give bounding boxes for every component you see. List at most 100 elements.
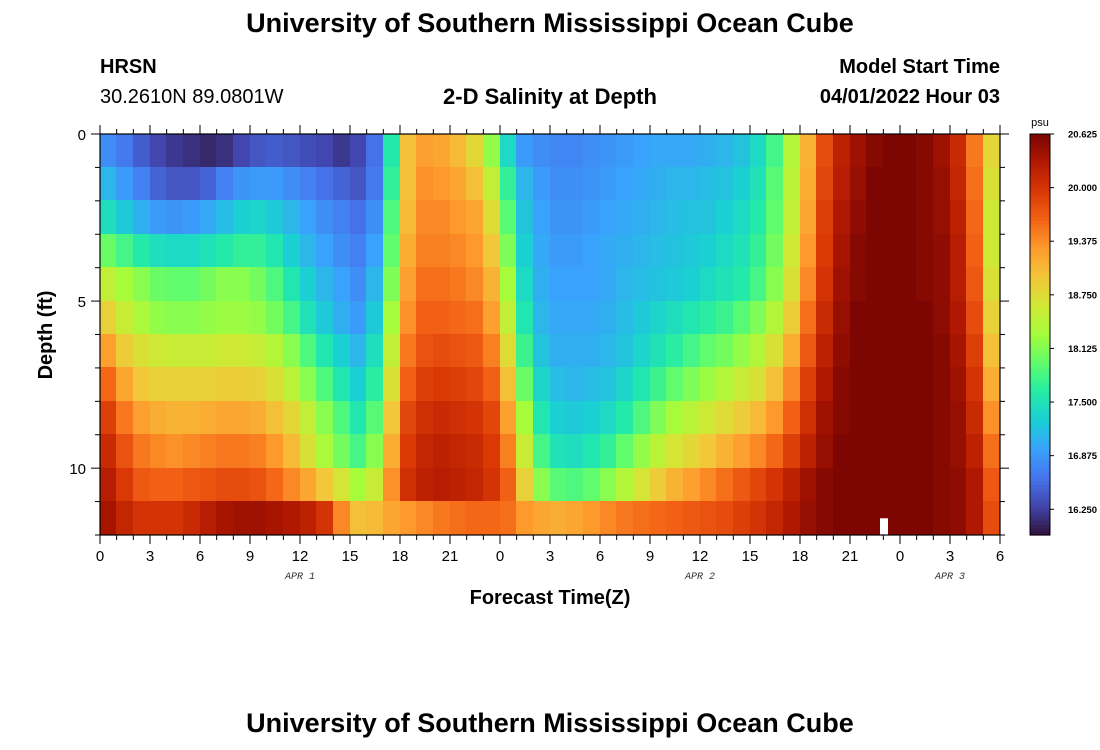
heatmap-cell (783, 401, 801, 436)
heatmap-cell (416, 167, 435, 202)
heatmap-cell (850, 234, 868, 269)
heatmap-cell (450, 367, 468, 403)
heatmap-cell (416, 434, 435, 470)
heatmap-cell (383, 468, 401, 503)
heatmap-cell (616, 401, 635, 436)
heatmap-cell (833, 200, 851, 236)
heatmap-cell (950, 167, 968, 202)
heatmap-cell (983, 267, 1001, 303)
heatmap-cell (683, 200, 701, 236)
colorbar-swatch (1030, 331, 1050, 336)
chart-axes (91, 125, 1009, 544)
heatmap-cell (600, 468, 618, 503)
heatmap-cell (350, 134, 368, 169)
heatmap-cell (816, 200, 835, 236)
heatmap-cell (766, 367, 785, 403)
heatmap-cell (700, 367, 718, 403)
heatmap-cell (816, 234, 835, 269)
heatmap-cell (533, 234, 551, 269)
heatmap-cell (750, 167, 768, 202)
colorbar-tick-label: 19.375 (1068, 237, 1098, 248)
heatmap-cell (683, 301, 701, 336)
heatmap-cell (633, 301, 651, 336)
heatmap-cell (150, 234, 168, 269)
heatmap-cell (566, 200, 585, 236)
heatmap-cells (100, 134, 1001, 536)
heatmap-cell (100, 401, 118, 436)
heatmap-cell (283, 367, 301, 403)
heatmap-cell (933, 167, 951, 202)
x-tick-label: 0 (496, 548, 504, 565)
heatmap-cell (233, 434, 251, 470)
x-tick-label: 3 (146, 548, 154, 565)
heatmap-cell (750, 468, 768, 503)
heatmap-cell (433, 367, 451, 403)
x-tick-label: 12 (292, 548, 309, 565)
y-tick-label: 10 (69, 461, 86, 478)
heatmap-cell (233, 468, 251, 503)
heatmap-cell (566, 434, 585, 470)
heatmap-cell (550, 434, 568, 470)
heatmap-cell (566, 301, 585, 336)
heatmap-cell (666, 167, 685, 202)
heatmap-cell (350, 334, 368, 369)
heatmap-cell (466, 468, 485, 503)
heatmap-cell (316, 200, 335, 236)
heatmap-cell (550, 234, 568, 269)
colorbar-swatch (1030, 321, 1050, 326)
heatmap-cell (616, 334, 635, 369)
heatmap-cell (550, 401, 568, 436)
heatmap-cell (450, 200, 468, 236)
heatmap-cell (650, 468, 668, 503)
heatmap-cell (250, 200, 268, 236)
heatmap-cell (133, 401, 151, 436)
model-start-value: 04/01/2022 Hour 03 (819, 86, 1000, 108)
heatmap-cell (866, 200, 885, 236)
heatmap-marker (880, 518, 888, 535)
heatmap-cell (400, 501, 418, 536)
heatmap-cell (433, 167, 451, 202)
heatmap-cell (300, 334, 318, 369)
heatmap-cell (666, 134, 685, 169)
heatmap-cell (133, 434, 151, 470)
heatmap-cell (383, 301, 401, 336)
heatmap-cell (233, 167, 251, 202)
heatmap-cell (550, 200, 568, 236)
heatmap-cell (833, 501, 851, 536)
heatmap-cell (383, 267, 401, 303)
heatmap-cell (783, 367, 801, 403)
heatmap-cell (183, 367, 201, 403)
colorbar-unit: psu (1031, 117, 1049, 129)
heatmap-cell (850, 334, 868, 369)
heatmap-cell (583, 234, 601, 269)
heatmap-cell (200, 501, 218, 536)
heatmap-cell (583, 167, 601, 202)
heatmap-cell (716, 200, 735, 236)
heatmap-cell (850, 367, 868, 403)
heatmap-cell (166, 334, 185, 369)
heatmap-cell (166, 167, 185, 202)
colorbar-swatch (1030, 418, 1050, 422)
heatmap-cell (416, 468, 435, 503)
colorbar-swatch (1030, 297, 1050, 302)
heatmap-cell (983, 367, 1001, 403)
heatmap-cell (933, 334, 951, 369)
heatmap-cell (400, 234, 418, 269)
heatmap-cell (966, 167, 985, 202)
heatmap-cell (216, 267, 235, 303)
heatmap-cell (900, 401, 918, 436)
colorbar-swatch (1030, 254, 1050, 259)
heatmap-cell (550, 468, 568, 503)
station-name: HRSN (100, 56, 157, 78)
heatmap-cell (716, 334, 735, 369)
heatmap-cell (733, 200, 751, 236)
colorbar-swatch (1030, 260, 1050, 265)
heatmap-cell (483, 334, 501, 369)
heatmap-cell (116, 401, 135, 436)
heatmap-cell (366, 267, 385, 303)
heatmap-cell (150, 167, 168, 202)
y-tick-label: 0 (78, 127, 86, 144)
colorbar-swatch (1030, 294, 1050, 299)
heatmap-cell (183, 134, 201, 169)
heatmap-cell (266, 167, 285, 202)
